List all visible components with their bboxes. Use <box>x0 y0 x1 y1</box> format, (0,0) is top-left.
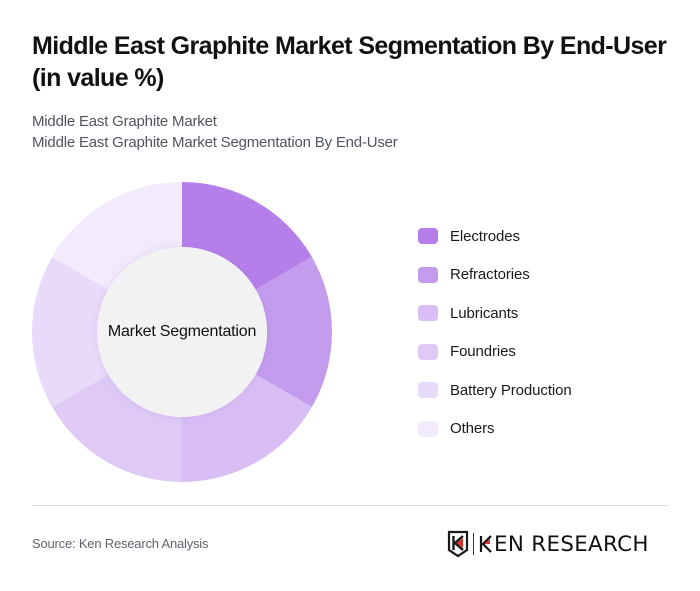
legend-item-others[interactable]: Others <box>418 419 572 439</box>
ken-research-logo: EN RESEARCH <box>447 530 649 558</box>
donut-slice-battery-production[interactable] <box>32 257 109 407</box>
legend-swatch <box>418 305 438 321</box>
donut-slice-others[interactable] <box>52 182 182 290</box>
logo-separator <box>473 533 474 555</box>
legend-swatch <box>418 420 438 437</box>
footer-divider <box>32 505 668 506</box>
donut-slices <box>32 182 332 482</box>
legend-label: Electrodes <box>450 227 520 245</box>
legend-item-refractories[interactable]: Refractories <box>418 265 572 285</box>
legend-swatch <box>418 382 438 398</box>
legend-label: Battery Production <box>450 381 572 399</box>
donut-slice-electrodes[interactable] <box>182 182 312 290</box>
legend-swatch <box>418 228 438 244</box>
legend-item-electrodes[interactable]: Electrodes <box>418 226 572 246</box>
logo-wordmark: EN RESEARCH <box>494 532 649 556</box>
legend-label: Foundries <box>450 343 516 360</box>
legend-item-foundries[interactable]: Foundries <box>418 342 572 362</box>
donut-svg <box>32 182 332 482</box>
subtitle-segmentation: Middle East Graphite Market Segmentation… <box>32 134 398 151</box>
chart-legend: Electrodes Refractories Lubricants Found… <box>418 226 572 457</box>
logo-k-glyph-icon <box>479 535 492 553</box>
legend-swatch <box>418 266 438 283</box>
legend-item-battery-production[interactable]: Battery Production <box>418 380 572 400</box>
ken-research-shield-icon <box>447 530 469 558</box>
legend-label: Lubricants <box>450 304 519 322</box>
donut-center <box>97 247 267 417</box>
chart-title: Middle East Graphite Market Segmentation… <box>32 32 667 92</box>
donut-slice-lubricants[interactable] <box>182 374 312 483</box>
donut-slice-foundries[interactable] <box>52 374 182 483</box>
legend-swatch <box>418 343 438 360</box>
legend-item-lubricants[interactable]: Lubricants <box>418 303 572 323</box>
subtitle-market: Middle East Graphite Market <box>32 113 217 130</box>
legend-label: Refractories <box>450 266 530 283</box>
legend-label: Others <box>450 420 495 437</box>
source-note: Source: Ken Research Analysis <box>32 536 209 551</box>
donut-chart: Market Segmentation <box>32 182 332 482</box>
donut-slice-refractories[interactable] <box>255 257 332 407</box>
